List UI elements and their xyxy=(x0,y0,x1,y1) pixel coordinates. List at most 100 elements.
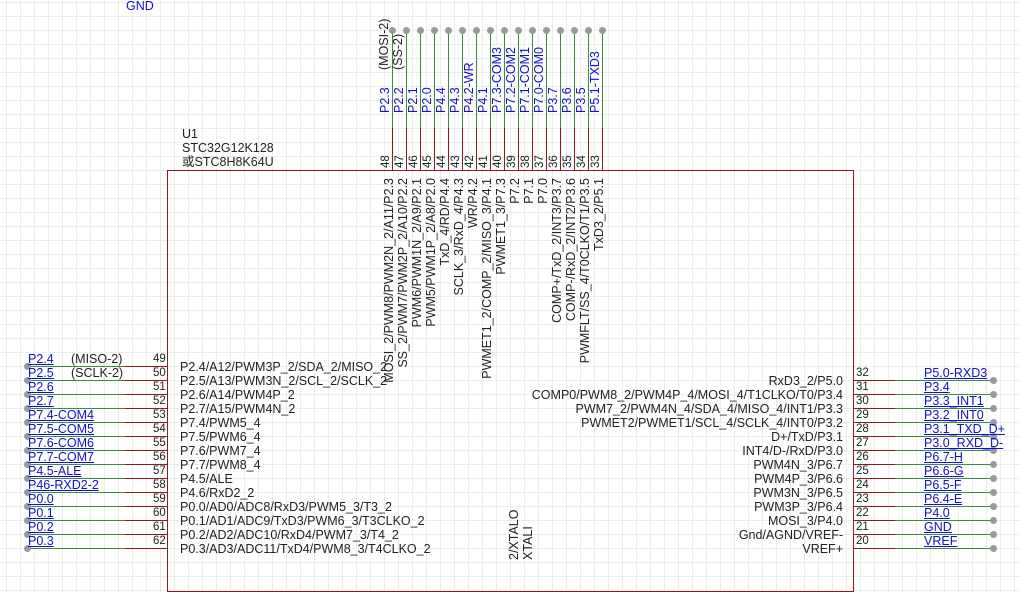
pin-end-dot[interactable] xyxy=(431,27,438,34)
net-label[interactable]: P6.6-G xyxy=(924,464,964,478)
net-label[interactable]: P7.4-COM4 xyxy=(28,408,94,422)
pin-lead[interactable] xyxy=(853,519,895,521)
pin-lead[interactable] xyxy=(853,547,895,549)
net-label[interactable]: P4.4 xyxy=(434,87,448,113)
net-label[interactable]: P5.0-RXD3 xyxy=(924,366,988,380)
pin-lead[interactable] xyxy=(461,128,463,170)
pin-wire[interactable] xyxy=(517,30,519,128)
pin-wire[interactable] xyxy=(601,30,603,128)
pin-end-dot[interactable] xyxy=(417,27,424,34)
pin-end-dot[interactable] xyxy=(24,475,31,482)
pin-wire[interactable] xyxy=(27,379,125,381)
pin-wire[interactable] xyxy=(545,30,547,128)
pin-end-dot[interactable] xyxy=(24,405,31,412)
net-label[interactable]: P2.2 xyxy=(392,87,406,113)
pin-wire[interactable] xyxy=(433,30,435,128)
pin-end-dot[interactable] xyxy=(990,531,997,538)
pin-wire[interactable] xyxy=(27,407,125,409)
pin-wire[interactable] xyxy=(895,463,993,465)
pin-lead[interactable] xyxy=(517,128,519,170)
pin-lead[interactable] xyxy=(545,128,547,170)
pin-wire[interactable] xyxy=(895,435,993,437)
net-label[interactable]: P7.2-COM2 xyxy=(504,47,518,113)
pin-lead[interactable] xyxy=(853,435,895,437)
pin-end-dot[interactable] xyxy=(990,447,997,454)
pin-lead[interactable] xyxy=(125,407,167,409)
net-label[interactable]: P3.4 xyxy=(924,380,950,394)
net-label[interactable]: P0.1 xyxy=(28,506,54,520)
pin-end-dot[interactable] xyxy=(24,517,31,524)
net-label[interactable]: P0.3 xyxy=(28,534,54,548)
net-label[interactable]: P7.0-COM0 xyxy=(532,47,546,113)
pin-wire[interactable] xyxy=(895,491,993,493)
net-label[interactable]: P2.5 xyxy=(28,366,54,380)
pin-end-dot[interactable] xyxy=(459,27,466,34)
pin-wire[interactable] xyxy=(27,519,125,521)
net-label[interactable]: P6.4-E xyxy=(924,492,963,506)
pin-lead[interactable] xyxy=(125,393,167,395)
pin-end-dot[interactable] xyxy=(403,27,410,34)
pin-wire[interactable] xyxy=(419,30,421,128)
pin-end-dot[interactable] xyxy=(990,517,997,524)
pin-end-dot[interactable] xyxy=(24,377,31,384)
pin-wire[interactable] xyxy=(895,407,993,409)
pin-lead[interactable] xyxy=(125,477,167,479)
net-label[interactable]: P0.0 xyxy=(28,492,54,506)
pin-end-dot[interactable] xyxy=(24,391,31,398)
pin-end-dot[interactable] xyxy=(990,461,997,468)
pin-lead[interactable] xyxy=(853,407,895,409)
pin-end-dot[interactable] xyxy=(990,503,997,510)
pin-wire[interactable] xyxy=(27,463,125,465)
pin-lead[interactable] xyxy=(853,393,895,395)
pin-end-dot[interactable] xyxy=(24,433,31,440)
pin-end-dot[interactable] xyxy=(990,545,997,552)
pin-wire[interactable] xyxy=(27,435,125,437)
net-label[interactable]: P3.1_TXD_D+ xyxy=(924,422,1005,436)
net-label[interactable]: P6.7-H xyxy=(924,450,963,464)
net-label[interactable]: P3.6 xyxy=(560,87,574,113)
pin-lead[interactable] xyxy=(433,128,435,170)
pin-wire[interactable] xyxy=(489,30,491,128)
pin-end-dot[interactable] xyxy=(990,475,997,482)
pin-lead[interactable] xyxy=(419,128,421,170)
pin-lead[interactable] xyxy=(503,128,505,170)
net-label[interactable]: P4.3 xyxy=(448,87,462,113)
pin-lead[interactable] xyxy=(391,128,393,170)
pin-lead[interactable] xyxy=(125,491,167,493)
pin-wire[interactable] xyxy=(895,533,993,535)
pin-end-dot[interactable] xyxy=(24,531,31,538)
pin-lead[interactable] xyxy=(125,379,167,381)
net-label[interactable]: VREF xyxy=(924,534,958,548)
pin-lead[interactable] xyxy=(853,463,895,465)
pin-wire[interactable] xyxy=(475,30,477,128)
pin-wire[interactable] xyxy=(587,30,589,128)
pin-wire[interactable] xyxy=(405,30,407,128)
pin-end-dot[interactable] xyxy=(571,27,578,34)
net-label[interactable]: P3.0_RXD_D- xyxy=(924,436,1004,450)
net-label[interactable]: P3.5 xyxy=(574,87,588,113)
pin-lead[interactable] xyxy=(125,365,167,367)
net-label[interactable]: P7.7-COM7 xyxy=(28,450,94,464)
pin-end-dot[interactable] xyxy=(445,27,452,34)
pin-end-dot[interactable] xyxy=(24,489,31,496)
net-label[interactable]: P6.5-F xyxy=(924,478,962,492)
pin-end-dot[interactable] xyxy=(24,447,31,454)
pin-lead[interactable] xyxy=(125,449,167,451)
net-label[interactable]: P7.6-COM6 xyxy=(28,436,94,450)
pin-lead[interactable] xyxy=(853,421,895,423)
net-label[interactable]: P2.3 xyxy=(378,87,392,113)
pin-wire[interactable] xyxy=(895,379,993,381)
pin-end-dot[interactable] xyxy=(24,461,31,468)
net-label[interactable]: P7.1-COM1 xyxy=(518,47,532,113)
component-designator[interactable]: U1 xyxy=(182,127,198,141)
net-label[interactable]: P4.5-ALE xyxy=(28,464,82,478)
pin-end-dot[interactable] xyxy=(487,27,494,34)
pin-lead[interactable] xyxy=(447,128,449,170)
net-label[interactable]: P3.7 xyxy=(546,87,560,113)
pin-wire[interactable] xyxy=(27,449,125,451)
pin-end-dot[interactable] xyxy=(515,27,522,34)
pin-wire[interactable] xyxy=(461,30,463,128)
pin-end-dot[interactable] xyxy=(389,27,396,34)
pin-lead[interactable] xyxy=(125,421,167,423)
pin-wire[interactable] xyxy=(391,30,393,128)
